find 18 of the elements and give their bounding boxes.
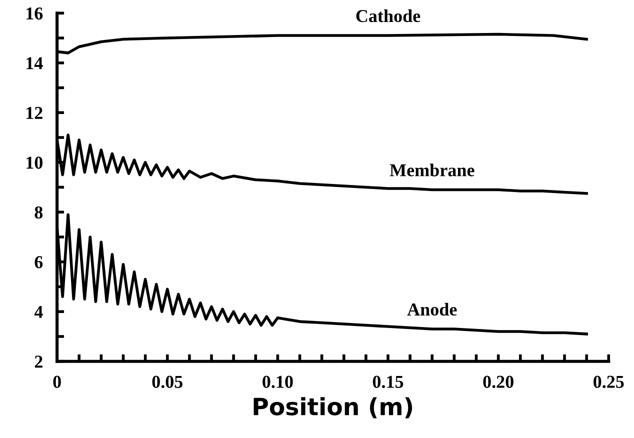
x-tick-label: 0.20 — [483, 376, 514, 388]
x-tick-label: 0.05 — [152, 376, 183, 388]
series-label: Membrane — [390, 164, 474, 176]
y-tick-label: 4 — [34, 306, 43, 318]
y-tick-label: 2 — [34, 356, 42, 368]
y-tick-label: 8 — [34, 206, 43, 219]
series-label: Anode — [407, 302, 457, 316]
x-tick-label: 0 — [53, 376, 61, 388]
y-tick-label: 10 — [26, 156, 42, 169]
y-tick-label: 16 — [26, 7, 43, 20]
y-tick-label: 6 — [34, 256, 43, 268]
y-tick-label: 12 — [26, 106, 42, 119]
x-tick-label: 0.15 — [372, 376, 404, 388]
y-tick-label: 14 — [26, 57, 43, 70]
x-tick-label: 0.25 — [594, 376, 624, 388]
series-label: Cathode — [356, 9, 420, 22]
x-axis-title: Position (m) — [254, 397, 412, 418]
x-tick-label: 0.10 — [262, 376, 293, 388]
